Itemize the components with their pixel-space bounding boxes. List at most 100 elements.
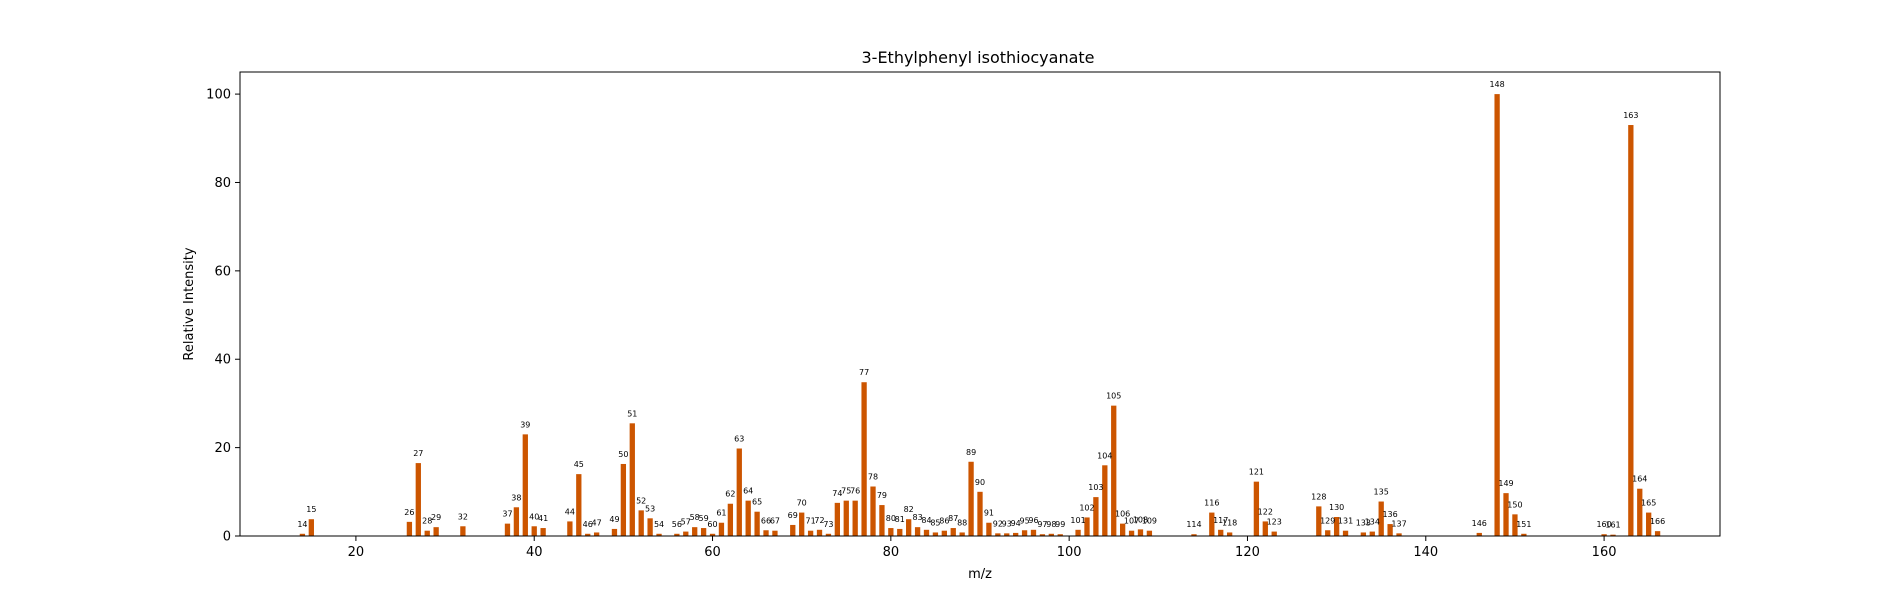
- bar-label-mz-109: 109: [1142, 517, 1157, 526]
- bar-mz-71: [807, 530, 814, 536]
- bar-mz-83: [914, 527, 921, 536]
- bar-mz-114: [1191, 534, 1197, 536]
- x-tick-label: 80: [883, 545, 900, 560]
- bar-label-mz-70: 70: [797, 499, 807, 508]
- bar-label-mz-165: 165: [1641, 499, 1656, 508]
- bar-label-mz-60: 60: [707, 520, 717, 529]
- bar-label-mz-50: 50: [618, 450, 628, 459]
- y-tick-label: 60: [214, 264, 231, 279]
- bar-mz-57: [683, 531, 689, 536]
- bar-label-mz-163: 163: [1623, 111, 1638, 120]
- bar-label-mz-96: 96: [1028, 516, 1038, 525]
- bar-label-mz-99: 99: [1055, 520, 1065, 529]
- x-tick-label: 20: [348, 545, 365, 560]
- bar-mz-60: [709, 533, 716, 536]
- bar-mz-134: [1369, 531, 1375, 536]
- bar-label-mz-91: 91: [984, 509, 994, 518]
- bar-mz-76: [852, 500, 858, 536]
- bar-label-mz-94: 94: [1011, 519, 1021, 528]
- bar-label-mz-69: 69: [788, 511, 798, 520]
- bar-mz-45: [576, 474, 582, 536]
- bar-label-mz-92: 92: [993, 519, 1003, 528]
- bar-mz-27: [415, 463, 421, 536]
- x-tick-label: 100: [1057, 545, 1082, 560]
- bar-mz-78: [870, 486, 876, 536]
- bar-mz-63: [736, 448, 742, 536]
- bar-mz-59: [700, 528, 707, 536]
- bar-label-mz-76: 76: [850, 487, 860, 496]
- bar-mz-108: [1137, 529, 1144, 536]
- bar-label-mz-93: 93: [1002, 519, 1012, 528]
- x-axis-ticks: 20 40 60 80 100 120 140 160: [348, 536, 1617, 560]
- bar-label-mz-73: 73: [823, 520, 833, 529]
- bar-mz-81: [897, 528, 903, 536]
- bar-label-mz-80: 80: [886, 514, 896, 523]
- bar-label-mz-57: 57: [681, 518, 691, 527]
- bar-mz-82: [906, 519, 912, 536]
- bar-mz-39: [522, 434, 528, 536]
- bar-label-mz-51: 51: [627, 409, 637, 418]
- bar-mz-131: [1342, 530, 1349, 536]
- bar-label-mz-41: 41: [538, 514, 548, 523]
- bar-mz-118: [1226, 532, 1233, 536]
- bar-mz-149: [1503, 493, 1509, 536]
- bar-label-mz-122: 122: [1258, 507, 1273, 516]
- bar-label-mz-129: 129: [1320, 516, 1335, 525]
- bar-mz-129: [1325, 530, 1331, 536]
- bar-label-mz-103: 103: [1088, 483, 1103, 492]
- bar-label-mz-117: 117: [1213, 516, 1228, 525]
- y-tick-label: 80: [214, 176, 231, 191]
- bar-label-mz-81: 81: [895, 515, 905, 524]
- bar-label-mz-26: 26: [404, 508, 414, 517]
- bar-mz-62: [727, 503, 734, 536]
- bar-label-mz-135: 135: [1374, 488, 1389, 497]
- bar-label-mz-130: 130: [1329, 503, 1344, 512]
- bar-mz-148: [1494, 94, 1500, 536]
- bar-mz-102: [1084, 517, 1090, 536]
- bar-label-mz-39: 39: [520, 420, 530, 429]
- bar-mz-121: [1253, 481, 1260, 536]
- bar-mz-103: [1093, 497, 1099, 536]
- bar-label-mz-52: 52: [636, 496, 646, 505]
- bar-mz-47: [593, 532, 600, 536]
- bar-label-mz-149: 149: [1498, 479, 1513, 488]
- bar-mz-88: [959, 532, 965, 536]
- bar-mz-97: [1039, 534, 1046, 536]
- bar-mz-163: [1628, 125, 1634, 536]
- bar-label-mz-71: 71: [806, 517, 816, 526]
- bar-mz-51: [629, 423, 635, 536]
- y-axis-ticks: 0 20 40 60 80 100: [206, 88, 240, 545]
- bar-label-mz-84: 84: [921, 516, 931, 525]
- bar-label-mz-47: 47: [592, 518, 602, 527]
- bar-mz-40: [531, 526, 537, 536]
- bar-mz-80: [888, 528, 894, 536]
- bar-series: [299, 94, 1661, 536]
- bar-mz-98: [1048, 533, 1054, 536]
- x-tick-label: 140: [1413, 545, 1438, 560]
- bar-mz-130: [1333, 517, 1340, 536]
- bar-label-mz-14: 14: [297, 520, 307, 529]
- bar-label-mz-116: 116: [1204, 499, 1219, 508]
- bar-mz-116: [1209, 512, 1215, 536]
- bar-mz-107: [1128, 530, 1135, 536]
- bar-mz-95: [1021, 530, 1028, 536]
- bar-mz-123: [1271, 531, 1277, 536]
- bar-mz-166: [1654, 531, 1661, 536]
- bar-label-mz-123: 123: [1267, 518, 1282, 527]
- bar-label-mz-114: 114: [1186, 520, 1201, 529]
- bar-label-mz-37: 37: [502, 510, 512, 519]
- bar-label-mz-161: 161: [1605, 521, 1620, 530]
- plot-frame: [239, 71, 1721, 537]
- bar-label-mz-27: 27: [413, 449, 423, 458]
- bar-label-mz-29: 29: [431, 513, 441, 522]
- bar-mz-75: [843, 500, 849, 536]
- bar-mz-26: [406, 521, 413, 536]
- bar-label-mz-121: 121: [1249, 468, 1264, 477]
- bar-mz-72: [816, 529, 823, 536]
- bar-mz-150: [1512, 514, 1518, 536]
- bar-label-mz-107: 107: [1124, 517, 1139, 526]
- bar-label-mz-32: 32: [458, 512, 468, 521]
- bar-mz-73: [825, 533, 832, 536]
